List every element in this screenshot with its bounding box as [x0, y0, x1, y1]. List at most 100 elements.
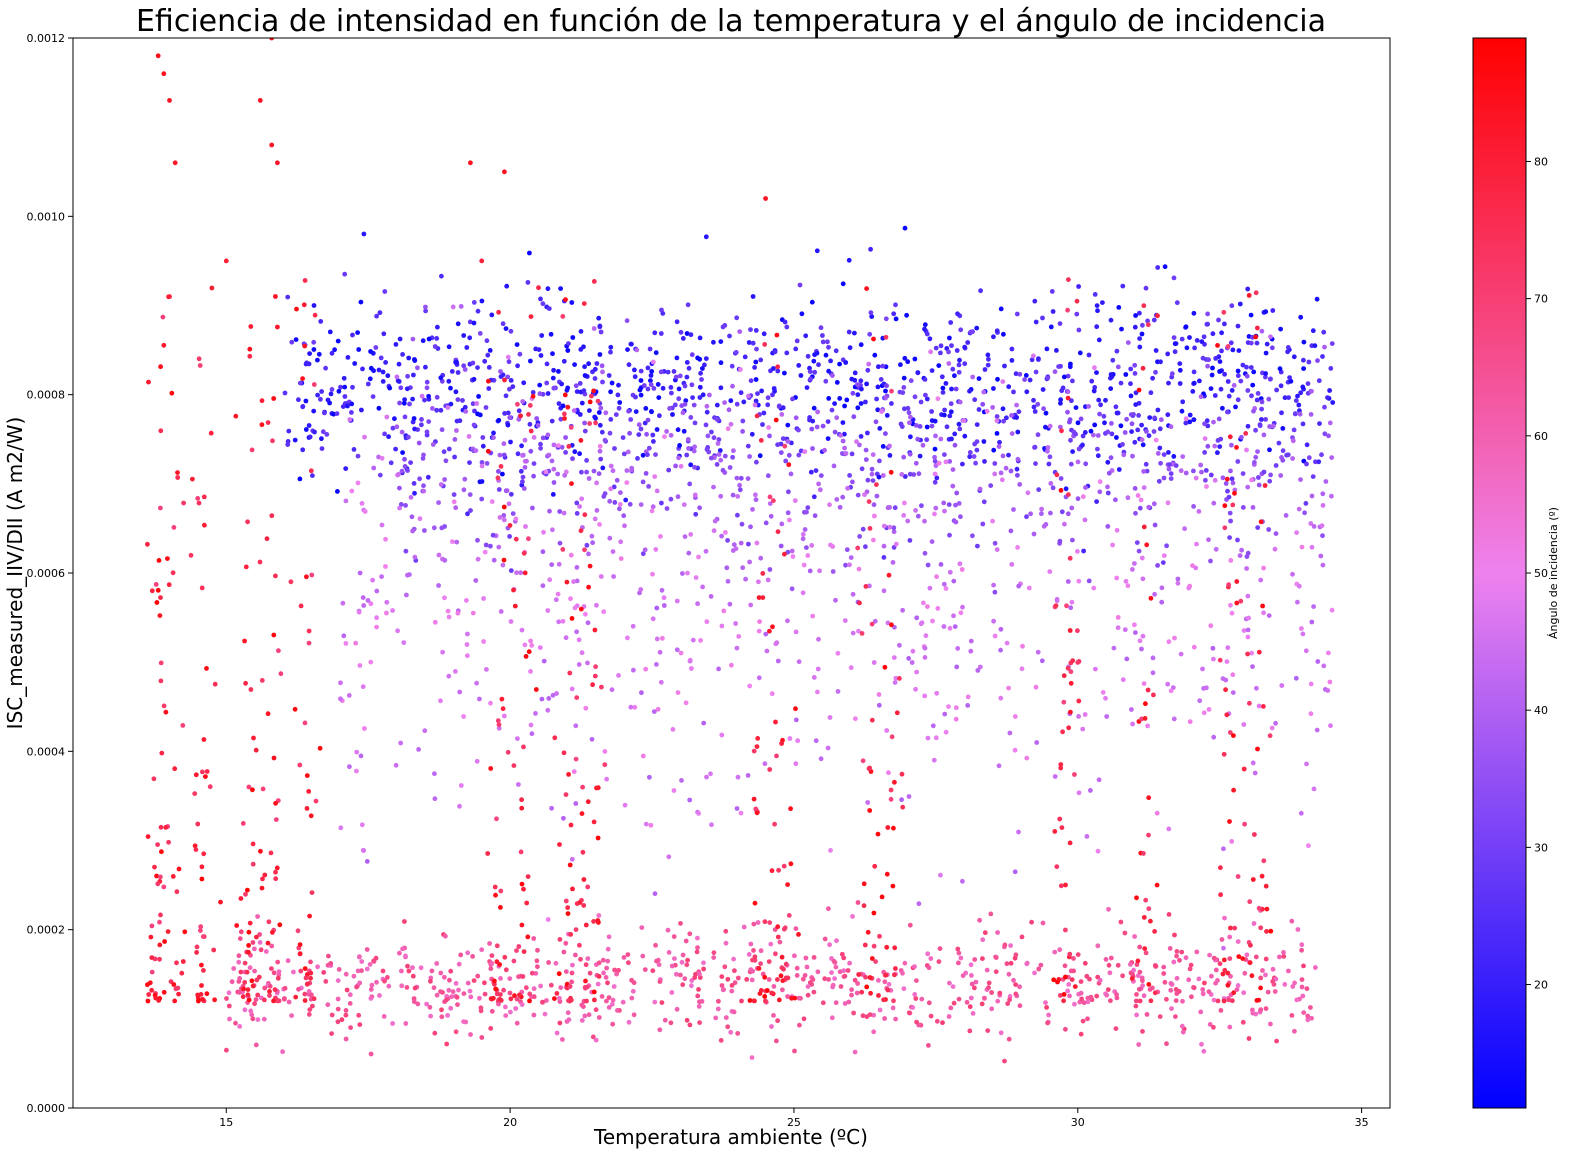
- scatter-point: [1329, 493, 1334, 499]
- scatter-point: [1217, 444, 1223, 449]
- scatter-point: [980, 937, 986, 943]
- scatter-point: [977, 664, 983, 670]
- scatter-point: [1032, 298, 1038, 304]
- scatter-point: [518, 413, 523, 419]
- scatter-point: [769, 990, 775, 996]
- scatter-point: [605, 958, 611, 964]
- scatter-point: [1255, 449, 1260, 454]
- scatter-point: [374, 313, 379, 319]
- scatter-point: [586, 584, 591, 590]
- scatter-point: [1230, 480, 1236, 486]
- scatter-point: [1032, 409, 1038, 414]
- scatter-point: [1225, 645, 1231, 651]
- scatter-point: [643, 471, 649, 476]
- scatter-point: [558, 985, 564, 990]
- scatter-point: [1266, 396, 1272, 402]
- scatter-point: [255, 992, 261, 998]
- scatter-point: [580, 849, 586, 855]
- scatter-point: [884, 728, 890, 733]
- scatter-point: [467, 335, 473, 341]
- scatter-point: [850, 630, 856, 636]
- scatter-point: [475, 308, 481, 314]
- scatter-point: [501, 513, 507, 518]
- scatter-point: [711, 339, 716, 345]
- scatter-point: [1261, 858, 1267, 864]
- scatter-point: [1025, 490, 1031, 496]
- scatter-point: [775, 924, 781, 930]
- scatter-point: [754, 346, 759, 352]
- scatter-point: [718, 457, 724, 463]
- scatter-point: [1213, 546, 1219, 552]
- scatter-point: [276, 648, 281, 654]
- colorbar-tick-label: 50: [1534, 567, 1548, 580]
- scatter-point: [343, 1012, 349, 1018]
- scatter-point: [1288, 378, 1294, 384]
- scatter-point: [306, 423, 312, 428]
- scatter-point: [1205, 443, 1211, 449]
- scatter-point: [1263, 883, 1269, 889]
- scatter-point: [942, 452, 947, 457]
- scatter-point: [292, 706, 298, 712]
- scatter-point: [913, 508, 918, 513]
- scatter-point: [878, 377, 884, 382]
- scatter-point: [335, 338, 341, 344]
- scatter-point: [326, 953, 331, 959]
- scatter-point: [497, 515, 503, 520]
- scatter-point: [484, 667, 489, 672]
- scatter-point: [1235, 874, 1241, 879]
- scatter-point: [513, 536, 519, 542]
- scatter-point: [675, 494, 681, 500]
- scatter-point: [198, 928, 203, 933]
- scatter-point: [598, 456, 604, 462]
- scatter-point: [1013, 371, 1019, 377]
- scatter-point: [382, 289, 388, 294]
- scatter-point: [1234, 445, 1239, 450]
- scatter-point: [514, 1020, 520, 1026]
- scatter-point: [680, 336, 686, 341]
- scatter-point: [820, 339, 826, 345]
- scatter-point: [496, 417, 502, 423]
- scatter-point: [1246, 615, 1251, 621]
- scatter-point: [877, 933, 882, 939]
- scatter-point: [689, 352, 695, 358]
- scatter-point: [1190, 389, 1196, 394]
- scatter-point: [697, 384, 703, 390]
- scatter-point: [529, 731, 535, 737]
- scatter-point: [1058, 883, 1064, 889]
- scatter-point: [1269, 345, 1275, 351]
- scatter-point: [748, 524, 753, 530]
- scatter-point: [1059, 509, 1065, 515]
- scatter-point: [687, 931, 693, 937]
- scatter-point: [308, 959, 313, 965]
- scatter-point: [1207, 952, 1212, 958]
- scatter-point: [1019, 666, 1025, 672]
- scatter-point: [496, 487, 502, 492]
- scatter-point: [145, 982, 150, 988]
- scatter-point: [376, 405, 382, 411]
- scatter-point: [855, 900, 861, 905]
- scatter-point: [204, 991, 210, 997]
- scatter-point: [201, 968, 206, 973]
- scatter-point: [1308, 711, 1314, 717]
- scatter-point: [579, 469, 584, 475]
- scatter-point: [194, 944, 200, 950]
- scatter-point: [785, 422, 791, 428]
- scatter-point: [889, 734, 895, 740]
- scatter-point: [1300, 421, 1306, 427]
- scatter-point: [669, 990, 675, 995]
- scatter-point: [1261, 704, 1266, 709]
- scatter-point: [270, 438, 275, 444]
- scatter-point: [345, 355, 351, 360]
- scatter-point: [308, 975, 313, 981]
- scatter-point: [629, 341, 634, 347]
- scatter-point: [565, 385, 571, 391]
- scatter-point: [1057, 947, 1063, 953]
- scatter-point: [1280, 448, 1286, 454]
- scatter-point: [900, 607, 905, 613]
- scatter-point: [1004, 961, 1010, 967]
- scatter-point: [746, 340, 752, 345]
- scatter-point: [1146, 906, 1152, 912]
- scatter-point: [1072, 984, 1078, 989]
- scatter-point: [1057, 538, 1063, 544]
- scatter-point: [1231, 733, 1236, 738]
